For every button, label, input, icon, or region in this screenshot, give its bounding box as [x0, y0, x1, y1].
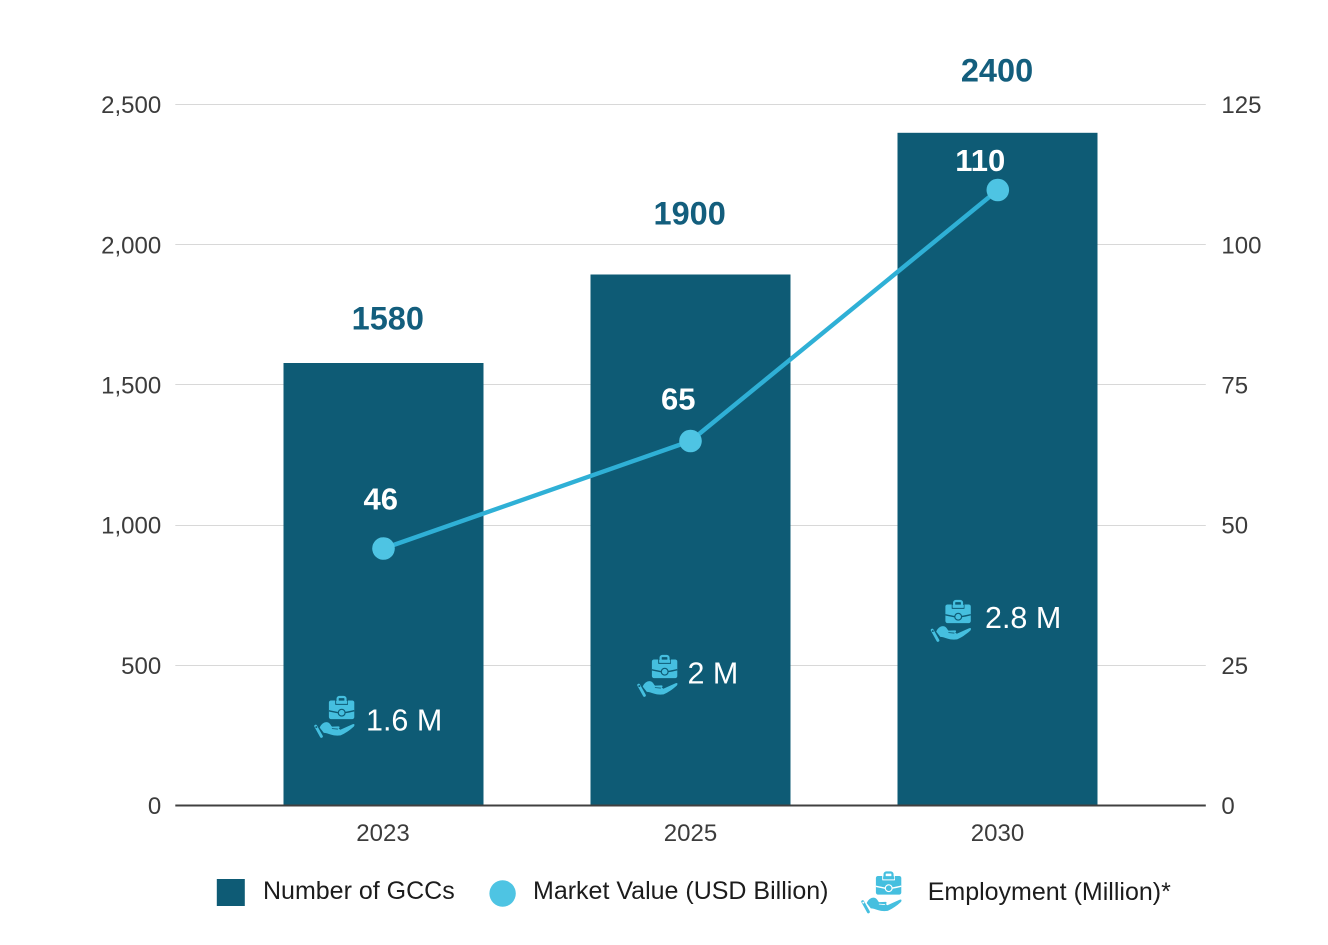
svg-text:2,000: 2,000	[101, 232, 161, 259]
svg-text:2023: 2023	[356, 820, 409, 847]
svg-text:100: 100	[1221, 232, 1261, 259]
svg-text:2,500: 2,500	[101, 92, 161, 119]
svg-text:1580: 1580	[352, 300, 424, 336]
svg-text:Employment (Million)*: Employment (Million)*	[928, 878, 1171, 906]
svg-text:2.8 M: 2.8 M	[985, 601, 1061, 635]
svg-text:2 M: 2 M	[688, 657, 739, 691]
svg-text:500: 500	[121, 653, 161, 680]
svg-text:Number of GCCs: Number of GCCs	[263, 877, 455, 905]
svg-text:125: 125	[1221, 92, 1261, 119]
svg-text:50: 50	[1221, 513, 1248, 540]
svg-text:1900: 1900	[654, 196, 726, 232]
svg-text:46: 46	[363, 482, 397, 517]
svg-text:2025: 2025	[664, 820, 717, 847]
svg-text:1,000: 1,000	[101, 513, 161, 540]
svg-text:0: 0	[148, 793, 161, 820]
svg-text:65: 65	[661, 381, 695, 416]
svg-text:110: 110	[955, 143, 1005, 178]
svg-text:2400: 2400	[961, 53, 1033, 89]
svg-text:1.6 M: 1.6 M	[366, 703, 442, 737]
svg-text:2030: 2030	[971, 820, 1024, 847]
svg-text:1,500: 1,500	[101, 373, 161, 400]
svg-text:25: 25	[1221, 653, 1248, 680]
svg-text:75: 75	[1221, 373, 1248, 400]
svg-text:0: 0	[1221, 793, 1234, 820]
svg-text:Market Value (USD Billion): Market Value (USD Billion)	[533, 877, 828, 905]
